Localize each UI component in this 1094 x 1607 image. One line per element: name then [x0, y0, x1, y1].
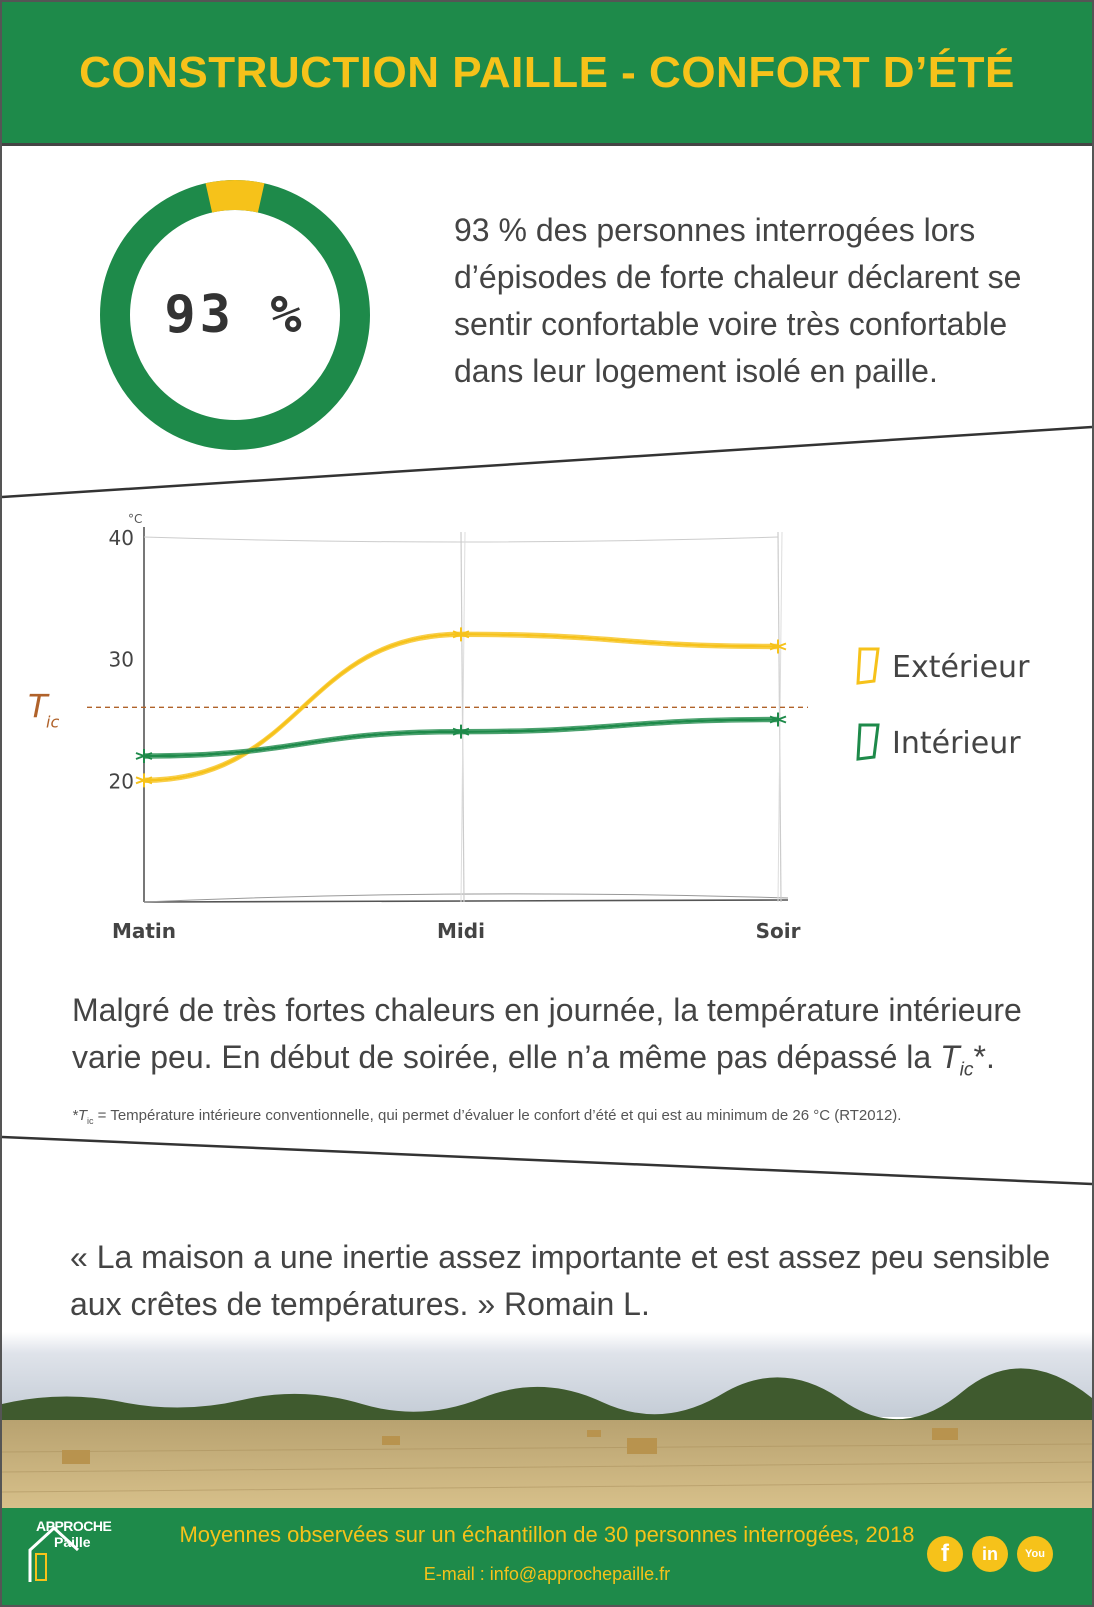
- divider-line-2: [2, 1135, 1092, 1186]
- tic-symbol: Tic: [940, 1039, 973, 1080]
- y-unit-label: °C: [128, 512, 142, 526]
- divider-line: [2, 425, 1092, 499]
- youtube-icon[interactable]: You: [1017, 1536, 1053, 1572]
- logo-text-2: Paille: [54, 1534, 91, 1550]
- facebook-icon[interactable]: f: [927, 1536, 963, 1572]
- linkedin-icon[interactable]: in: [972, 1536, 1008, 1572]
- quote-line: « La maison a une inertie assez importan…: [70, 1239, 1051, 1275]
- conclusion-line: Malgré de très fortes chaleurs en journé…: [72, 992, 1022, 1028]
- data-point: [769, 639, 787, 654]
- footnote-symbol: *T: [72, 1107, 87, 1124]
- x-tick-label: Soir: [756, 919, 801, 943]
- page-title: CONSTRUCTION PAILLE - CONFORT D’ÉTÉ: [79, 47, 1015, 97]
- conclusion-end: *.: [973, 1039, 995, 1075]
- gridline-vertical-sketch: [777, 531, 783, 903]
- donut-yellow-segment: [205, 180, 265, 213]
- gridline-vertical-sketch: [460, 531, 466, 903]
- approche-paille-logo: [28, 1525, 80, 1582]
- intro-line: 93 % des personnes interrogées lors: [454, 212, 976, 248]
- footnote: *Tic = Température intérieure convention…: [72, 1107, 1072, 1126]
- legend-label: Extérieur: [892, 650, 1030, 685]
- conclusion-line-2: varie peu. En début de soirée, elle n’a …: [72, 1034, 1062, 1093]
- y-tick-label: 30: [109, 648, 134, 672]
- intro-paragraph: 93 % des personnes interrogées lors d’ép…: [454, 207, 1064, 395]
- footer-email[interactable]: E-mail : info@approchepaille.fr: [423, 1564, 671, 1584]
- tic-reference-line: Tic: [28, 687, 808, 731]
- footnote-sub: ic: [87, 1116, 94, 1126]
- logo-text: APPROCHE: [36, 1518, 112, 1534]
- intro-line: dans leur logement isolé en paille.: [454, 353, 938, 389]
- chart-grid: [143, 527, 789, 903]
- chart-series: [135, 627, 787, 788]
- intro-line: sentir confortable voire très confortabl…: [454, 306, 1008, 342]
- donut-value: 93 %: [164, 285, 306, 345]
- data-point: [769, 712, 787, 727]
- data-point: [135, 773, 153, 788]
- satisfaction-donut: 93 %: [90, 170, 380, 460]
- conclusion-text: varie peu. En début de soirée, elle n’a …: [72, 1039, 941, 1075]
- temperature-chart: Tic °C 20 30 40 Matin Midi Soir Extérieur Intér…: [28, 512, 1030, 943]
- tic-sub: ic: [959, 1059, 974, 1081]
- series-line-exterieur: [143, 635, 779, 784]
- data-point: [135, 749, 153, 763]
- intro-line: d’épisodes de forte chaleur déclarent se: [454, 259, 1022, 295]
- legend-label: Intérieur: [892, 726, 1021, 761]
- wheat-field-photo: [2, 1332, 1092, 1508]
- conclusion-paragraph: Malgré de très fortes chaleurs en journé…: [72, 987, 1062, 1093]
- quote-line: aux crêtes de températures. » Romain L.: [70, 1286, 650, 1322]
- header-banner: CONSTRUCTION PAILLE - CONFORT D’ÉTÉ: [2, 2, 1092, 146]
- y-tick-label: 40: [109, 526, 134, 550]
- tic-label: T: [28, 687, 50, 725]
- testimonial-quote: « La maison a une inertie assez importan…: [70, 1234, 1060, 1328]
- y-tick-label: 20: [109, 769, 134, 793]
- tic-label-sub: ic: [46, 712, 59, 731]
- data-point: [452, 724, 470, 739]
- donut-svg: [100, 180, 370, 450]
- data-point: [452, 627, 470, 642]
- series-line-exterieur: [143, 631, 779, 780]
- legend-swatch-interieur: [856, 723, 880, 761]
- footer: APPROCHE Paille Moyennes observées sur u…: [2, 1508, 1092, 1605]
- x-axis: [143, 899, 789, 903]
- tic-main: T: [940, 1039, 960, 1075]
- footnote-text: = Température intérieure conventionnelle…: [93, 1107, 902, 1124]
- legend-swatch-exterieur: [856, 647, 880, 685]
- footer-note: Moyennes observées sur un échantillon de…: [179, 1522, 915, 1547]
- chart-ticks: °C 20 30 40 Matin Midi Soir: [109, 512, 801, 943]
- x-tick-label: Matin: [112, 919, 176, 943]
- chart-legend: Extérieur Intérieur: [856, 647, 1030, 761]
- x-tick-label: Midi: [437, 919, 485, 943]
